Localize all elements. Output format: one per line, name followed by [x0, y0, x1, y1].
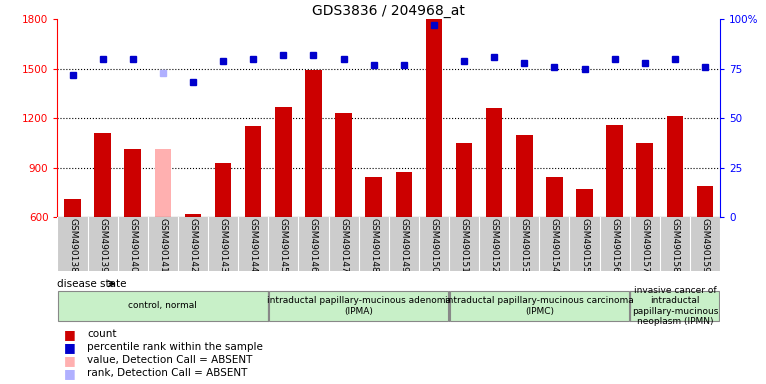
Text: GSM490152: GSM490152 — [489, 218, 499, 273]
Text: control, normal: control, normal — [129, 301, 198, 310]
Text: GSM490140: GSM490140 — [128, 218, 137, 273]
Text: GSM490150: GSM490150 — [430, 218, 438, 273]
Text: GSM490147: GSM490147 — [339, 218, 348, 273]
Text: GSM490139: GSM490139 — [98, 218, 107, 273]
Bar — [336, 113, 352, 217]
Bar — [637, 143, 653, 217]
Text: ■: ■ — [64, 328, 76, 341]
Bar — [450, 291, 629, 321]
Bar — [94, 133, 111, 217]
Bar — [666, 116, 683, 217]
Text: GSM490154: GSM490154 — [550, 218, 559, 273]
Text: GSM490146: GSM490146 — [309, 218, 318, 273]
Bar — [395, 172, 412, 217]
Bar — [486, 108, 502, 217]
Text: GSM490141: GSM490141 — [159, 218, 167, 273]
Text: GSM490151: GSM490151 — [460, 218, 469, 273]
Text: GSM490149: GSM490149 — [399, 218, 408, 273]
Bar — [607, 125, 623, 217]
Text: GSM490153: GSM490153 — [520, 218, 529, 273]
Bar — [630, 291, 719, 321]
Bar — [214, 162, 231, 217]
Bar — [124, 149, 141, 217]
Text: GSM490142: GSM490142 — [188, 218, 198, 273]
Text: GSM490157: GSM490157 — [640, 218, 650, 273]
Title: GDS3836 / 204968_at: GDS3836 / 204968_at — [313, 4, 465, 18]
Text: count: count — [87, 329, 116, 339]
Bar — [155, 149, 171, 217]
Bar — [245, 126, 261, 217]
Text: GSM490138: GSM490138 — [68, 218, 77, 273]
Text: GSM490143: GSM490143 — [218, 218, 228, 273]
Bar — [275, 106, 292, 217]
Text: ■: ■ — [64, 354, 76, 367]
Bar — [185, 214, 201, 217]
Bar — [456, 143, 473, 217]
Text: ■: ■ — [64, 341, 76, 354]
Bar — [546, 177, 563, 217]
Text: intraductal papillary-mucinous adenoma
(IPMA): intraductal papillary-mucinous adenoma (… — [267, 296, 450, 316]
Text: ■: ■ — [64, 367, 76, 380]
Text: value, Detection Call = ABSENT: value, Detection Call = ABSENT — [87, 355, 253, 365]
Bar — [697, 185, 713, 217]
Bar — [426, 19, 442, 217]
Bar — [269, 291, 448, 321]
Text: rank, Detection Call = ABSENT: rank, Detection Call = ABSENT — [87, 368, 247, 378]
Text: GSM490144: GSM490144 — [249, 218, 257, 273]
Text: intraductal papillary-mucinous carcinoma
(IPMC): intraductal papillary-mucinous carcinoma… — [445, 296, 633, 316]
Bar — [305, 70, 322, 217]
Bar — [64, 199, 80, 217]
Text: GSM490158: GSM490158 — [670, 218, 679, 273]
Text: GSM490159: GSM490159 — [700, 218, 709, 273]
Text: disease state: disease state — [57, 279, 127, 289]
Text: invasive cancer of
intraductal
papillary-mucinous
neoplasm (IPMN): invasive cancer of intraductal papillary… — [632, 286, 718, 326]
Bar — [365, 177, 382, 217]
Bar — [516, 134, 532, 217]
Text: GSM490145: GSM490145 — [279, 218, 288, 273]
Text: GSM490148: GSM490148 — [369, 218, 378, 273]
Text: GSM490155: GSM490155 — [580, 218, 589, 273]
Bar — [58, 291, 267, 321]
Bar — [576, 189, 593, 217]
Text: GSM490156: GSM490156 — [611, 218, 619, 273]
Text: percentile rank within the sample: percentile rank within the sample — [87, 342, 264, 352]
